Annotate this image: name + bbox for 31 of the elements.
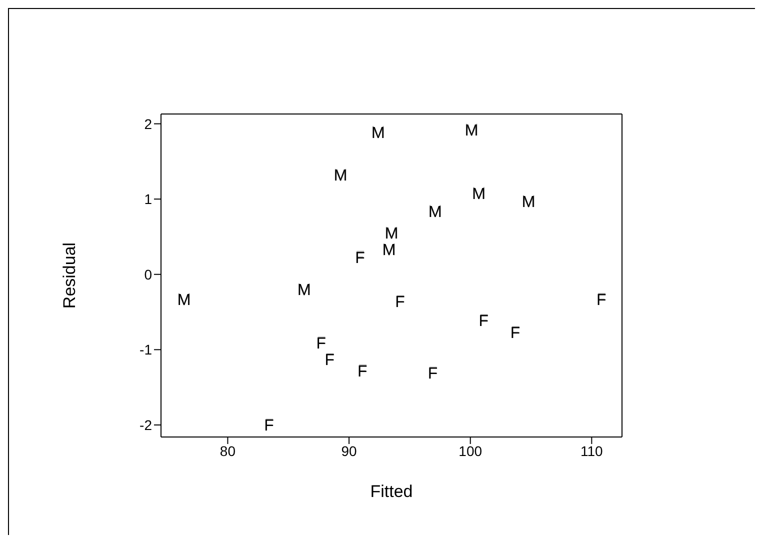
text: M [334,168,348,185]
text: F [264,418,274,435]
text: F [357,363,368,380]
text: M [382,242,396,260]
text: M [371,124,385,142]
text: F [596,292,606,309]
text: M [177,292,191,309]
text: F [395,294,405,312]
text: M [464,122,478,140]
text: F [428,366,438,383]
text: M [522,194,536,212]
text: M [297,282,311,300]
text: F [478,313,489,330]
series-label: M [384,226,398,243]
y-axis-title: Residual [60,242,80,309]
text: M [472,186,486,203]
x-axis-title: Fitted [370,482,413,501]
text: F [324,352,335,370]
y-tick-label: 0 [144,266,152,282]
text: F [510,325,520,342]
text: F [316,336,326,353]
x-tick-label: 110 [580,442,604,459]
x-tick-label: 90 [341,442,358,459]
x-tick-label: 80 [220,442,236,459]
y-tick-label: 1 [144,191,152,208]
x-tick-label: 100 [458,442,482,459]
text: M [428,204,442,221]
y-tick-label: -2 [140,416,152,433]
y-tick-label: 2 [144,116,152,132]
y-tick-label: -1 [140,342,152,358]
series-label: F [355,250,366,267]
